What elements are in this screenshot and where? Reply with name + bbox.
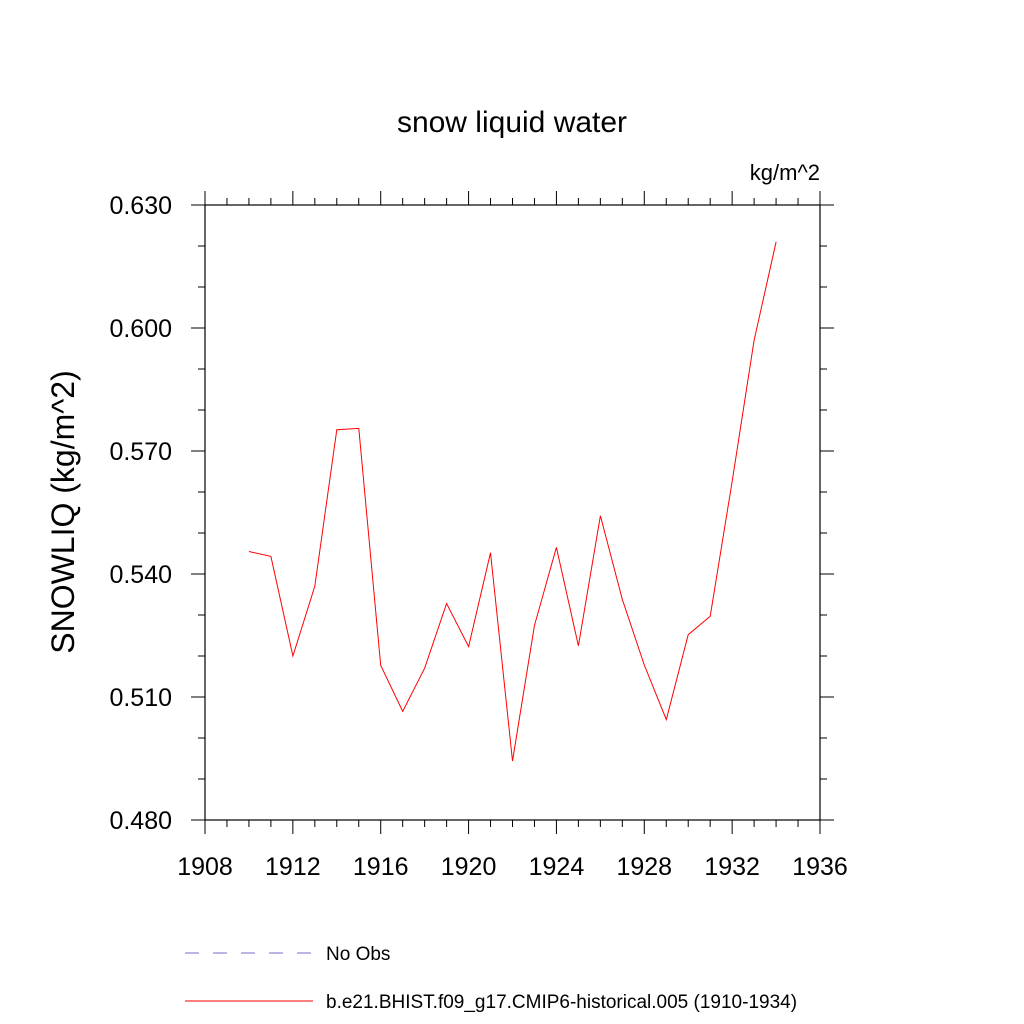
plot-frame bbox=[204, 204, 821, 821]
y-tick-labels: 0.480 0.510 0.540 0.570 0.600 0.630 bbox=[109, 192, 172, 835]
x-tick-label: 1912 bbox=[265, 853, 321, 881]
units-label: kg/m^2 bbox=[750, 160, 820, 185]
y-tick-label: 0.600 bbox=[109, 315, 172, 343]
x-tick-label: 1928 bbox=[616, 853, 672, 881]
legend-label: No Obs bbox=[326, 944, 390, 965]
axis-ticks bbox=[191, 191, 834, 834]
y-tick-label: 0.510 bbox=[109, 684, 172, 712]
series-line bbox=[248, 241, 777, 762]
y-tick-label: 0.540 bbox=[109, 561, 172, 589]
x-tick-label: 1908 bbox=[177, 853, 233, 881]
y-tick-label: 0.570 bbox=[109, 438, 172, 466]
chart-title: snow liquid water bbox=[397, 106, 627, 139]
y-axis-label: SNOWLIQ (kg/m^2) bbox=[45, 370, 81, 653]
x-tick-labels: 1908 1912 1916 1920 1924 1928 1932 1936 bbox=[177, 853, 848, 881]
y-tick-label: 0.630 bbox=[109, 192, 172, 220]
y-tick-label: 0.480 bbox=[109, 807, 172, 835]
x-tick-label: 1916 bbox=[353, 853, 409, 881]
x-tick-label: 1920 bbox=[441, 853, 497, 881]
x-tick-label: 1936 bbox=[792, 853, 848, 881]
series-group bbox=[248, 241, 777, 762]
legend-label: b.e21.BHIST.f09_g17.CMIP6-historical.005… bbox=[326, 992, 797, 1013]
x-tick-label: 1924 bbox=[529, 853, 585, 881]
x-tick-label: 1932 bbox=[704, 853, 760, 881]
legend: No Obs b.e21.BHIST.f09_g17.CMIP6-historic… bbox=[185, 944, 797, 1013]
